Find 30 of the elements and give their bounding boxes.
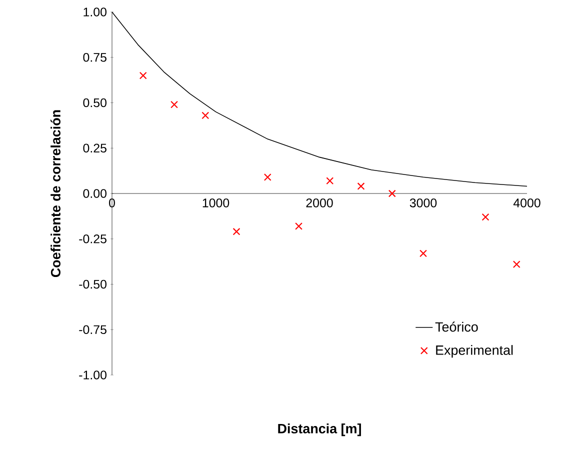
y-axis-title: Coeficiente de correlación [50,110,60,278]
y-tick-label: 1.00 [84,8,106,16]
point [232,228,240,236]
point [326,177,334,185]
y-tick-label: 0.00 [83,189,106,198]
legend-label: Teórico [435,322,478,332]
y-tick-label: -0.25 [79,234,106,244]
point [295,222,302,230]
y-tick-label: -0.75 [79,325,106,334]
y-tick-label: 0.75 [83,52,106,62]
x-tick-label: 1000 [202,198,230,208]
y-tick-label: -0.50 [79,280,106,289]
point [512,260,520,268]
y-tick-label: -1.00 [79,370,106,380]
point [264,173,272,181]
point [139,72,147,80]
point [482,213,490,221]
point [388,190,396,198]
point [170,100,178,108]
y-tick-label: 0.25 [83,144,106,153]
x-tick-label: 0 [109,198,115,208]
x-tick-label: 4000 [513,198,540,208]
x-tick-label: 3000 [410,198,437,208]
legend-label: Experimental [436,345,513,358]
y-tick-label: 0.50 [83,98,106,108]
point [420,250,427,258]
point [357,182,365,190]
x-axis-title: Distancia [m] [278,424,361,436]
point [202,112,210,120]
x-tick-label: 2000 [306,198,333,208]
